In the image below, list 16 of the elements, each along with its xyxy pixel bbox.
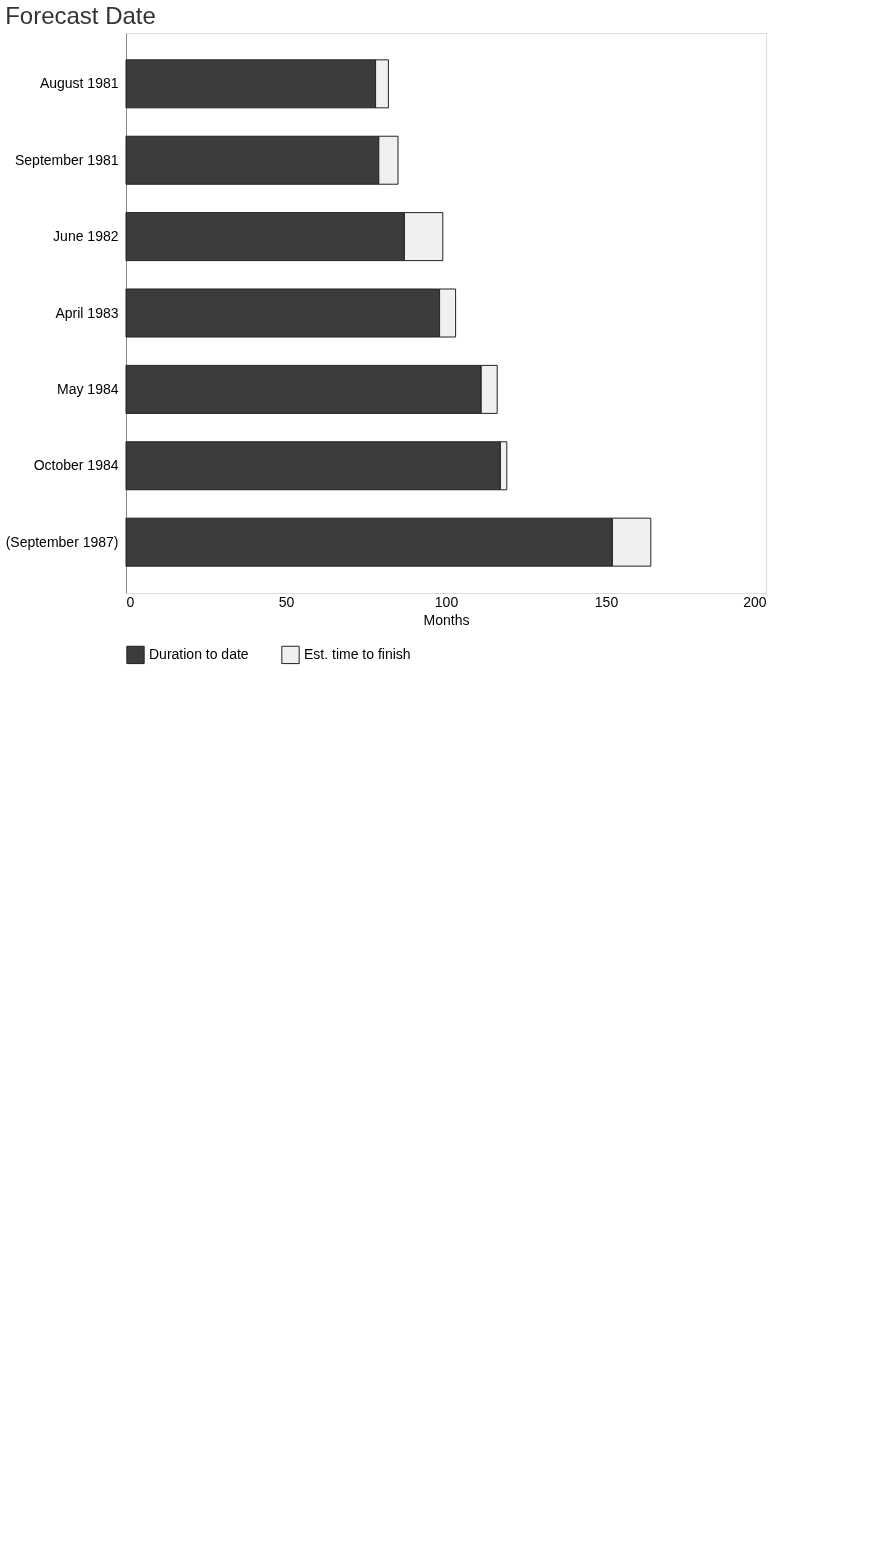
y-tick-label: September 1981 [14, 151, 119, 168]
legend-label: Duration to date [149, 645, 249, 662]
y-tick-label: October 1984 [33, 457, 119, 474]
legend-label: Est. time to finish [304, 645, 411, 662]
y-tick-label: June 1982 [53, 228, 119, 245]
x-tick-label: 0 [126, 593, 135, 610]
x-tick-label: 200 [743, 593, 767, 610]
x-tick-label: 100 [434, 593, 459, 610]
chart-title: Forecast Date [5, 2, 156, 29]
y-tick-label: April 1983 [55, 304, 119, 321]
y-tick-label: May 1984 [57, 380, 119, 397]
y-tick-label: August 1981 [39, 75, 119, 92]
x-tick-label: 50 [278, 593, 295, 610]
x-tick-label: 150 [594, 593, 619, 610]
y-tick-label: (September 1987) [5, 533, 119, 550]
x-axis-title: Months [423, 611, 470, 628]
